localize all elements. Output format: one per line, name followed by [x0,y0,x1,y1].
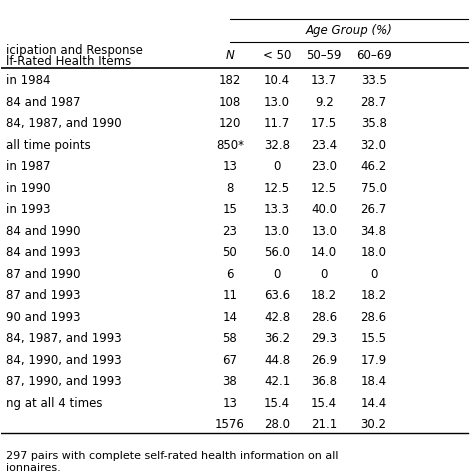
Text: 28.6: 28.6 [311,311,337,324]
Text: 0: 0 [273,268,281,281]
Text: 84, 1987, and 1990: 84, 1987, and 1990 [6,117,122,130]
Text: 14.4: 14.4 [361,397,387,410]
Text: 18.0: 18.0 [361,246,387,259]
Text: 84, 1987, and 1993: 84, 1987, and 1993 [6,332,122,346]
Text: 33.5: 33.5 [361,74,387,87]
Text: 28.7: 28.7 [361,96,387,109]
Text: 17.9: 17.9 [361,354,387,367]
Text: 13.0: 13.0 [264,225,290,238]
Text: 13: 13 [222,397,237,410]
Text: 15.5: 15.5 [361,332,387,346]
Text: 0: 0 [370,268,377,281]
Text: 17.5: 17.5 [311,117,337,130]
Text: Age Group (%): Age Group (%) [305,24,392,37]
Text: 35.8: 35.8 [361,117,387,130]
Text: 42.8: 42.8 [264,311,290,324]
Text: 12.5: 12.5 [264,182,290,195]
Text: 84, 1990, and 1993: 84, 1990, and 1993 [6,354,122,367]
Text: 23.4: 23.4 [311,139,337,152]
Text: 87 and 1993: 87 and 1993 [6,289,81,302]
Text: in 1984: in 1984 [6,74,51,87]
Text: 13: 13 [222,160,237,173]
Text: 850*: 850* [216,139,244,152]
Text: 10.4: 10.4 [264,74,290,87]
Text: 8: 8 [226,182,234,195]
Text: in 1987: in 1987 [6,160,51,173]
Text: 29.3: 29.3 [311,332,337,346]
Text: 11.7: 11.7 [264,117,290,130]
Text: lf-Rated Health Items: lf-Rated Health Items [6,55,131,68]
Text: 13.0: 13.0 [264,96,290,109]
Text: 0: 0 [273,160,281,173]
Text: 44.8: 44.8 [264,354,290,367]
Text: 15: 15 [222,203,237,216]
Text: 67: 67 [222,354,237,367]
Text: 63.6: 63.6 [264,289,290,302]
Text: 21.1: 21.1 [311,419,337,431]
Text: 23: 23 [222,225,237,238]
Text: < 50: < 50 [263,49,291,62]
Text: 9.2: 9.2 [315,96,334,109]
Text: 6: 6 [226,268,234,281]
Text: 15.4: 15.4 [311,397,337,410]
Text: 120: 120 [219,117,241,130]
Text: in 1990: in 1990 [6,182,51,195]
Text: 12.5: 12.5 [311,182,337,195]
Text: 13.0: 13.0 [311,225,337,238]
Text: 84 and 1993: 84 and 1993 [6,246,81,259]
Text: 182: 182 [219,74,241,87]
Text: 1576: 1576 [215,419,245,431]
Text: 38: 38 [223,375,237,388]
Text: 13.7: 13.7 [311,74,337,87]
Text: 30.2: 30.2 [361,419,387,431]
Text: 87, 1990, and 1993: 87, 1990, and 1993 [6,375,122,388]
Text: 297 pairs with complete self-rated health information on all
ionnaires.: 297 pairs with complete self-rated healt… [6,451,338,473]
Text: 34.8: 34.8 [361,225,387,238]
Text: 28.6: 28.6 [361,311,387,324]
Text: 60–69: 60–69 [356,49,392,62]
Text: 90 and 1993: 90 and 1993 [6,311,81,324]
Text: 108: 108 [219,96,241,109]
Text: 11: 11 [222,289,237,302]
Text: 42.1: 42.1 [264,375,290,388]
Text: 14: 14 [222,311,237,324]
Text: 36.2: 36.2 [264,332,290,346]
Text: 18.4: 18.4 [361,375,387,388]
Text: 15.4: 15.4 [264,397,290,410]
Text: 36.8: 36.8 [311,375,337,388]
Text: 75.0: 75.0 [361,182,387,195]
Text: 13.3: 13.3 [264,203,290,216]
Text: N: N [226,49,234,62]
Text: all time points: all time points [6,139,91,152]
Text: 87 and 1990: 87 and 1990 [6,268,81,281]
Text: 23.0: 23.0 [311,160,337,173]
Text: in 1993: in 1993 [6,203,51,216]
Text: 32.8: 32.8 [264,139,290,152]
Text: 26.7: 26.7 [361,203,387,216]
Text: 0: 0 [320,268,328,281]
Text: 14.0: 14.0 [311,246,337,259]
Text: 46.2: 46.2 [361,160,387,173]
Text: 18.2: 18.2 [311,289,337,302]
Text: ng at all 4 times: ng at all 4 times [6,397,102,410]
Text: 56.0: 56.0 [264,246,290,259]
Text: 84 and 1990: 84 and 1990 [6,225,81,238]
Text: 50–59: 50–59 [306,49,342,62]
Text: 28.0: 28.0 [264,419,290,431]
Text: 50: 50 [223,246,237,259]
Text: 26.9: 26.9 [311,354,337,367]
Text: icipation and Response: icipation and Response [6,44,143,57]
Text: 84 and 1987: 84 and 1987 [6,96,81,109]
Text: 40.0: 40.0 [311,203,337,216]
Text: 18.2: 18.2 [361,289,387,302]
Text: 58: 58 [223,332,237,346]
Text: 32.0: 32.0 [361,139,387,152]
